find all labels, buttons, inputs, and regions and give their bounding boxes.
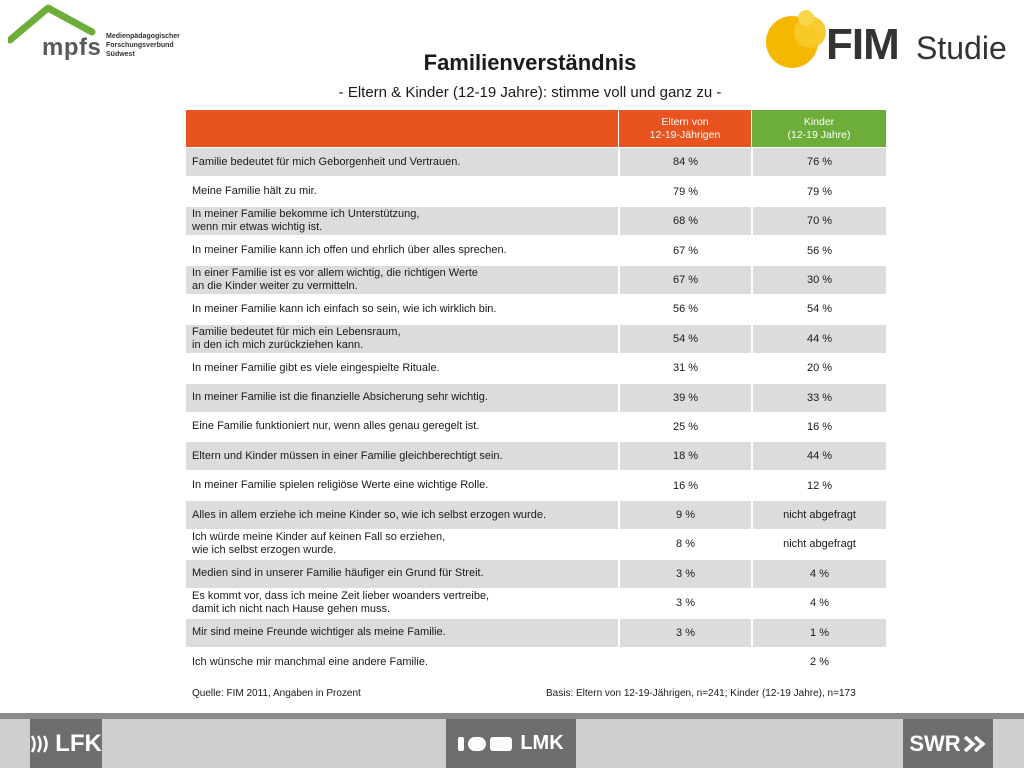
- lfk-logo: LFK: [30, 719, 102, 768]
- table-row: In meiner Familie spielen religiöse Wert…: [186, 471, 886, 500]
- kids-value: 79 %: [751, 177, 886, 206]
- table-row: Ich wünsche mir manchmal eine andere Fam…: [186, 648, 886, 677]
- parents-value: 54 %: [618, 324, 751, 353]
- parents-value: 25 %: [618, 412, 751, 441]
- swr-logo: SWR: [903, 719, 993, 768]
- table-row: In meiner Familie bekomme ich Unterstütz…: [186, 207, 886, 236]
- table-row: Mir sind meine Freunde wichtiger als mei…: [186, 618, 886, 647]
- parents-value: 68 %: [618, 207, 751, 236]
- header-parents: Eltern von 12-19-Jährigen: [618, 110, 751, 147]
- table-row: In meiner Familie gibt es viele eingespi…: [186, 354, 886, 383]
- row-label: In meiner Familie spielen religiöse Wert…: [186, 471, 618, 500]
- parents-value: 84 %: [618, 148, 751, 177]
- basis-note: Basis: Eltern von 12-19-Jährigen, n=241;…: [546, 688, 856, 699]
- lfk-bars-icon: [31, 734, 48, 753]
- row-label: Alles in allem erziehe ich meine Kinder …: [186, 501, 618, 530]
- parents-value: 8 %: [618, 530, 751, 559]
- page-subtitle: - Eltern & Kinder (12-19 Jahre): stimme …: [338, 84, 722, 101]
- sun-circles-icon: [766, 10, 826, 68]
- house-roof-icon: [8, 4, 96, 44]
- kids-value: nicht abgefragt: [751, 530, 886, 559]
- results-table: Eltern von 12-19-Jährigen Kinder (12-19 Ja…: [186, 110, 886, 677]
- lmk-shapes-icon: [458, 736, 513, 751]
- parents-value: 79 %: [618, 177, 751, 206]
- table-row: Familie bedeutet für mich ein Lebensraum…: [186, 324, 886, 353]
- row-label: In meiner Familie kann ich offen und ehr…: [186, 236, 618, 265]
- lmk-logo: LMK: [446, 719, 576, 768]
- kids-value: 76 %: [751, 148, 886, 177]
- table-row: In meiner Familie kann ich einfach so se…: [186, 295, 886, 324]
- row-label: Meine Familie hält zu mir.: [186, 177, 618, 206]
- mpfs-logo: mpfs Medienpädagogischer Forschungsverbu…: [8, 4, 180, 64]
- kids-value: 4 %: [751, 559, 886, 588]
- table-row: Eltern und Kinder müssen in einer Famili…: [186, 442, 886, 471]
- kids-value: 54 %: [751, 295, 886, 324]
- footer-bar: LFK LMK SWR: [0, 719, 1024, 768]
- table-row: In einer Familie ist es vor allem wichti…: [186, 265, 886, 294]
- parents-value: [618, 648, 751, 677]
- table-row: Ich würde meine Kinder auf keinen Fall s…: [186, 530, 886, 559]
- row-label: Familie bedeutet für mich ein Lebensraum…: [186, 324, 618, 353]
- kids-value: 56 %: [751, 236, 886, 265]
- table-header: Eltern von 12-19-Jährigen Kinder (12-19 Ja…: [186, 110, 886, 147]
- parents-value: 9 %: [618, 501, 751, 530]
- studie-wordmark: Studie: [916, 30, 1007, 66]
- table-row: Alles in allem erziehe ich meine Kinder …: [186, 501, 886, 530]
- kids-value: 44 %: [751, 442, 886, 471]
- parents-value: 3 %: [618, 589, 751, 618]
- row-label: Ich würde meine Kinder auf keinen Fall s…: [186, 530, 618, 559]
- header-kids: Kinder (12-19 Jahre): [751, 110, 886, 147]
- fim-studie-logo: FIM Studie: [760, 8, 1010, 74]
- page-title: Familienverständnis: [423, 50, 637, 75]
- table-row: Familie bedeutet für mich Geborgenheit u…: [186, 148, 886, 177]
- source-note: Quelle: FIM 2011, Angaben in Prozent: [192, 688, 361, 699]
- kids-value: 44 %: [751, 324, 886, 353]
- row-label: In meiner Familie gibt es viele eingespi…: [186, 354, 618, 383]
- row-label: Mir sind meine Freunde wichtiger als mei…: [186, 618, 618, 647]
- parents-value: 16 %: [618, 471, 751, 500]
- kids-value: 16 %: [751, 412, 886, 441]
- kids-value: 70 %: [751, 207, 886, 236]
- swr-chevrons-icon: [963, 735, 986, 752]
- kids-value: nicht abgefragt: [751, 501, 886, 530]
- kids-value: 30 %: [751, 265, 886, 294]
- table-row: Eine Familie funktioniert nur, wenn alle…: [186, 412, 886, 441]
- row-label: In einer Familie ist es vor allem wichti…: [186, 265, 618, 294]
- row-label: In meiner Familie bekomme ich Unterstütz…: [186, 207, 618, 236]
- footer-divider: [0, 713, 1024, 719]
- kids-value: 33 %: [751, 383, 886, 412]
- kids-value: 20 %: [751, 354, 886, 383]
- row-label: Familie bedeutet für mich Geborgenheit u…: [186, 148, 618, 177]
- parents-value: 31 %: [618, 354, 751, 383]
- row-label: Eine Familie funktioniert nur, wenn alle…: [186, 412, 618, 441]
- table-row: In meiner Familie kann ich offen und ehr…: [186, 236, 886, 265]
- kids-value: 4 %: [751, 589, 886, 618]
- parents-value: 67 %: [618, 265, 751, 294]
- row-label: Medien sind in unserer Familie häufiger …: [186, 559, 618, 588]
- table-row: Meine Familie hält zu mir. 79 % 79 %: [186, 177, 886, 206]
- kids-value: 1 %: [751, 618, 886, 647]
- mpfs-subtitle: Medienpädagogischer Forschungsverbund Sü…: [106, 33, 180, 58]
- table-row: Medien sind in unserer Familie häufiger …: [186, 559, 886, 588]
- parents-value: 18 %: [618, 442, 751, 471]
- parents-value: 56 %: [618, 295, 751, 324]
- row-label: In meiner Familie ist die finanzielle Ab…: [186, 383, 618, 412]
- parents-value: 67 %: [618, 236, 751, 265]
- row-label: Es kommt vor, dass ich meine Zeit lieber…: [186, 589, 618, 618]
- table-row: Es kommt vor, dass ich meine Zeit lieber…: [186, 589, 886, 618]
- row-label: Eltern und Kinder müssen in einer Famili…: [186, 442, 618, 471]
- fim-wordmark: FIM: [826, 20, 900, 69]
- kids-value: 2 %: [751, 648, 886, 677]
- mpfs-wordmark: mpfs: [42, 34, 102, 61]
- row-label: Ich wünsche mir manchmal eine andere Fam…: [186, 648, 618, 677]
- parents-value: 3 %: [618, 618, 751, 647]
- parents-value: 39 %: [618, 383, 751, 412]
- parents-value: 3 %: [618, 559, 751, 588]
- row-label: In meiner Familie kann ich einfach so se…: [186, 295, 618, 324]
- table-row: In meiner Familie ist die finanzielle Ab…: [186, 383, 886, 412]
- kids-value: 12 %: [751, 471, 886, 500]
- header-label-cell: [186, 110, 618, 147]
